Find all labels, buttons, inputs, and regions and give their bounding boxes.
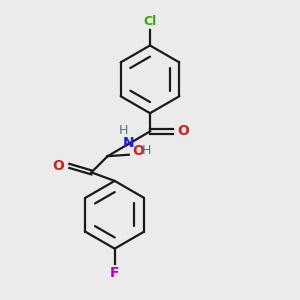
Text: O: O <box>132 144 144 158</box>
Text: O: O <box>52 159 64 173</box>
Text: F: F <box>110 266 119 280</box>
Text: H: H <box>119 124 128 137</box>
Text: O: O <box>177 124 189 138</box>
Text: N: N <box>123 136 135 150</box>
Text: Cl: Cl <box>143 15 157 28</box>
Text: H: H <box>142 144 152 157</box>
